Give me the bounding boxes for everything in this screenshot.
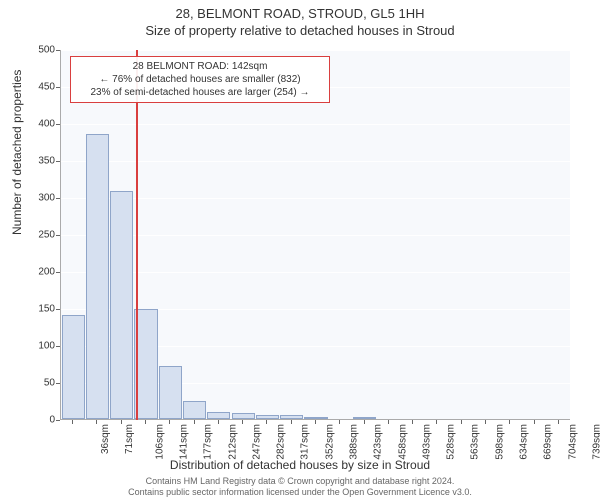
histogram-bar xyxy=(232,413,255,419)
ytick-mark xyxy=(56,272,60,273)
histogram-bar xyxy=(159,366,182,419)
ytick-mark xyxy=(56,235,60,236)
xtick-mark xyxy=(436,420,437,424)
xtick-mark xyxy=(339,420,340,424)
xtick-mark xyxy=(461,420,462,424)
xtick-label: 177sqm xyxy=(203,424,214,460)
xtick-label: 247sqm xyxy=(251,424,262,460)
x-axis-label: Distribution of detached houses by size … xyxy=(0,458,600,472)
ytick-label: 250 xyxy=(25,230,55,241)
histogram-bar xyxy=(62,315,85,419)
xtick-mark xyxy=(242,420,243,424)
xtick-mark xyxy=(72,420,73,424)
ytick-mark xyxy=(56,198,60,199)
ytick-label: 300 xyxy=(25,193,55,204)
ytick-label: 350 xyxy=(25,156,55,167)
annotation-line1: 28 BELMONT ROAD: 142sqm xyxy=(77,60,323,73)
xtick-label: 282sqm xyxy=(276,424,287,460)
xtick-label: 106sqm xyxy=(154,424,165,460)
xtick-label: 669sqm xyxy=(543,424,554,460)
ytick-label: 450 xyxy=(25,82,55,93)
title-main: 28, BELMONT ROAD, STROUD, GL5 1HH xyxy=(0,0,600,21)
ytick-label: 0 xyxy=(25,415,55,426)
xtick-mark xyxy=(364,420,365,424)
xtick-label: 317sqm xyxy=(300,424,311,460)
histogram-bar xyxy=(353,417,376,419)
xtick-label: 141sqm xyxy=(179,424,190,460)
xtick-label: 423sqm xyxy=(373,424,384,460)
histogram-bar xyxy=(207,412,230,419)
annotation-line2: ← 76% of detached houses are smaller (83… xyxy=(77,73,323,86)
xtick-mark xyxy=(509,420,510,424)
footer-line2: Contains public sector information licen… xyxy=(0,487,600,498)
xtick-mark xyxy=(485,420,486,424)
xtick-mark xyxy=(96,420,97,424)
xtick-mark xyxy=(412,420,413,424)
footer: Contains HM Land Registry data © Crown c… xyxy=(0,476,600,498)
xtick-label: 71sqm xyxy=(124,424,135,454)
title-sub: Size of property relative to detached ho… xyxy=(0,21,600,38)
xtick-label: 739sqm xyxy=(591,424,600,460)
histogram-bar xyxy=(304,417,327,419)
ytick-label: 500 xyxy=(25,45,55,56)
histogram-bar xyxy=(110,191,133,419)
marker-line xyxy=(136,50,138,420)
xtick-label: 704sqm xyxy=(567,424,578,460)
xtick-label: 212sqm xyxy=(227,424,238,460)
xtick-label: 634sqm xyxy=(519,424,530,460)
ytick-mark xyxy=(56,124,60,125)
ytick-mark xyxy=(56,420,60,421)
histogram-bar xyxy=(280,415,303,419)
ytick-mark xyxy=(56,346,60,347)
xtick-label: 598sqm xyxy=(494,424,505,460)
ytick-label: 100 xyxy=(25,341,55,352)
xtick-mark xyxy=(194,420,195,424)
xtick-label: 388sqm xyxy=(349,424,360,460)
ytick-label: 50 xyxy=(25,378,55,389)
ytick-mark xyxy=(56,161,60,162)
xtick-label: 563sqm xyxy=(470,424,481,460)
xtick-mark xyxy=(558,420,559,424)
xtick-label: 458sqm xyxy=(397,424,408,460)
xtick-label: 528sqm xyxy=(446,424,457,460)
ytick-mark xyxy=(56,309,60,310)
annotation-box: 28 BELMONT ROAD: 142sqm ← 76% of detache… xyxy=(70,56,330,103)
xtick-mark xyxy=(388,420,389,424)
histogram-bar xyxy=(256,415,279,419)
xtick-label: 352sqm xyxy=(324,424,335,460)
y-axis-label: Number of detached properties xyxy=(10,70,24,235)
ytick-label: 150 xyxy=(25,304,55,315)
histogram-bar xyxy=(183,401,206,420)
ytick-label: 200 xyxy=(25,267,55,278)
xtick-mark xyxy=(121,420,122,424)
ytick-mark xyxy=(56,87,60,88)
ytick-mark xyxy=(56,383,60,384)
xtick-label: 36sqm xyxy=(100,424,111,454)
footer-line1: Contains HM Land Registry data © Crown c… xyxy=(0,476,600,487)
xtick-mark xyxy=(266,420,267,424)
xtick-mark xyxy=(534,420,535,424)
xtick-mark xyxy=(218,420,219,424)
xtick-label: 493sqm xyxy=(421,424,432,460)
xtick-mark xyxy=(315,420,316,424)
chart-container: 050100150200250300350400450500 36sqm71sq… xyxy=(60,50,570,420)
ytick-label: 400 xyxy=(25,119,55,130)
ytick-mark xyxy=(56,50,60,51)
xtick-mark xyxy=(169,420,170,424)
xtick-mark xyxy=(145,420,146,424)
histogram-bar xyxy=(86,134,109,419)
plot-area xyxy=(60,50,570,420)
xtick-mark xyxy=(291,420,292,424)
annotation-line3: 23% of semi-detached houses are larger (… xyxy=(77,86,323,99)
